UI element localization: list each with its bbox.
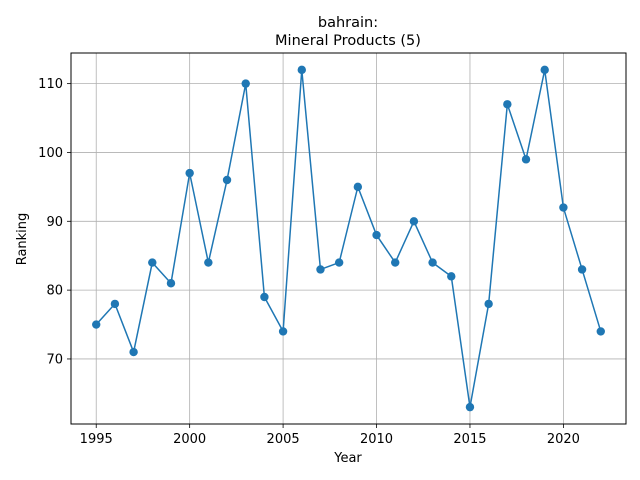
data-point: [297, 65, 306, 75]
axis-ticks: 1995 2000 2005 2010 2015 2020 70 80 90 100 110: [38, 77, 580, 447]
data-point: [447, 272, 456, 281]
x-tick-label: 2005: [267, 432, 300, 447]
data-point: [260, 292, 269, 302]
x-tick-label: 2000: [173, 432, 206, 447]
data-point: [596, 327, 605, 336]
y-tick-label: 70: [46, 352, 63, 367]
data-point: [391, 258, 400, 267]
data-point: [521, 155, 531, 164]
y-tick-label: 110: [38, 77, 63, 92]
y-tick-label: 80: [46, 284, 63, 299]
data-point: [278, 327, 288, 336]
data-point: [166, 279, 176, 288]
data-point: [129, 347, 138, 357]
x-tick-label: 1995: [80, 432, 113, 447]
data-point: [148, 258, 157, 267]
data-point: [316, 265, 325, 274]
data-point: [222, 175, 232, 185]
data-point: [540, 65, 549, 75]
data-point: [353, 182, 363, 192]
data-point: [204, 258, 213, 267]
data-point: [465, 402, 475, 412]
data-point: [372, 230, 381, 240]
data-point: [185, 168, 194, 178]
plot-frame: [70, 52, 627, 425]
chart-title-line-1: bahrain:: [318, 15, 378, 31]
data-point: [428, 258, 437, 267]
series-line: [95, 69, 602, 408]
data-point: [577, 265, 587, 274]
y-axis-label: Ranking: [15, 213, 30, 266]
x-tick-label: 2010: [360, 432, 393, 447]
grid-lines: [71, 53, 626, 424]
data-point: [409, 217, 419, 226]
data-point: [503, 100, 512, 109]
series-layer: [92, 65, 605, 412]
y-tick-label: 100: [38, 146, 63, 161]
data-point: [484, 299, 493, 309]
chart-title-line-2: Mineral Products (5): [275, 33, 421, 49]
data-point: [110, 299, 120, 309]
x-tick-label: 2020: [547, 432, 580, 447]
data-point: [92, 320, 101, 329]
x-tick-label: 2015: [453, 432, 486, 447]
data-point: [241, 79, 250, 88]
data-point: [334, 258, 344, 267]
data-point: [559, 203, 568, 212]
y-tick-label: 90: [46, 215, 63, 230]
x-axis-label: Year: [333, 451, 362, 466]
